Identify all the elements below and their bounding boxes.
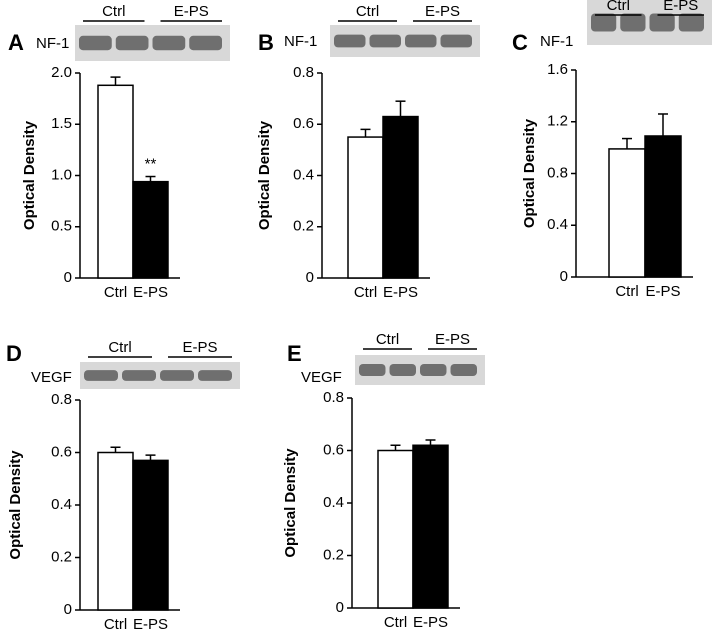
y-tick-label: 2.0 (51, 64, 72, 81)
x-tick-label: E-PS (413, 614, 448, 630)
bar (132, 459, 169, 611)
y-axis-label: Optical Density (256, 120, 273, 230)
panel-letter: A (8, 30, 24, 55)
blot-group: E-PS (182, 339, 217, 356)
blot-band (389, 364, 416, 376)
blot-label: NF-1 (36, 35, 69, 52)
blot-band (122, 370, 156, 381)
blot-band (620, 13, 646, 32)
bar (97, 451, 134, 611)
y-tick-label: 0 (560, 268, 568, 285)
y-tick-label: 0.6 (51, 443, 72, 460)
x-tick-label: E-PS (133, 616, 168, 630)
bar (608, 148, 646, 278)
blot-band (334, 34, 366, 48)
annotation: ** (145, 155, 157, 172)
bar (644, 135, 682, 278)
blot-label: NF-1 (540, 33, 573, 50)
blot-group: Ctrl (607, 0, 630, 14)
panel-letter: C (512, 30, 528, 55)
blot-band (440, 34, 472, 48)
y-tick-label: 1.2 (547, 113, 568, 130)
panel-letter: D (6, 341, 22, 366)
x-tick-label: Ctrl (104, 616, 127, 630)
blot-band (160, 370, 194, 381)
y-tick-label: 1.0 (51, 166, 72, 183)
blot-band (359, 364, 386, 376)
bar (97, 84, 134, 279)
blot-group: E-PS (425, 3, 460, 20)
y-tick-label: 0.5 (51, 218, 72, 235)
panel-letter: E (287, 341, 302, 366)
blot-group: Ctrl (102, 3, 125, 20)
y-tick-label: 0.8 (293, 64, 314, 81)
bar (377, 449, 414, 609)
y-tick-label: 0.4 (323, 494, 344, 511)
blot-band (405, 34, 437, 48)
x-tick-label: E-PS (383, 284, 418, 301)
y-tick-label: 0 (64, 269, 72, 286)
y-tick-label: 0.8 (323, 389, 344, 406)
blot-group: Ctrl (108, 339, 131, 356)
y-tick-label: 0.2 (323, 546, 344, 563)
y-axis-label: Optical Density (282, 448, 299, 558)
blot-band (649, 13, 675, 32)
blot-label: NF-1 (284, 33, 317, 50)
x-tick-label: Ctrl (615, 283, 638, 300)
y-tick-label: 0 (336, 599, 344, 616)
blot-label: VEGF (301, 369, 342, 386)
bar (132, 180, 169, 279)
blot-band (152, 35, 186, 51)
y-tick-label: 0.4 (547, 216, 568, 233)
y-tick-label: 0.8 (547, 164, 568, 181)
y-tick-label: 1.6 (547, 61, 568, 78)
y-tick-label: 0.4 (293, 166, 314, 183)
blot-band (420, 364, 447, 376)
bar (412, 444, 449, 609)
blot-band (115, 35, 149, 51)
blot-band (678, 13, 704, 32)
y-tick-label: 0.8 (51, 391, 72, 408)
blot-band (591, 13, 617, 32)
y-tick-label: 0.6 (323, 441, 344, 458)
blot-group: Ctrl (356, 3, 379, 20)
y-tick-label: 0.6 (293, 115, 314, 132)
y-tick-label: 0.4 (51, 496, 72, 513)
x-tick-label: Ctrl (384, 614, 407, 630)
blot-group: Ctrl (376, 331, 399, 348)
bar (347, 136, 384, 279)
blot-band (198, 370, 232, 381)
y-tick-label: 0 (306, 269, 314, 286)
y-axis-label: Optical Density (21, 120, 38, 230)
blot-band (369, 34, 401, 48)
blot-group: E-PS (174, 3, 209, 20)
panel-letter: B (258, 30, 274, 55)
y-axis-label: Optical Density (521, 118, 538, 228)
bar (382, 115, 419, 279)
blot-group: E-PS (435, 331, 470, 348)
x-tick-label: Ctrl (354, 284, 377, 301)
y-tick-label: 0.2 (293, 218, 314, 235)
blot-label: VEGF (31, 369, 72, 386)
blot-band (189, 35, 222, 51)
blot-band (79, 35, 112, 51)
y-tick-label: 0 (64, 601, 72, 618)
blot-group: E-PS (663, 0, 698, 14)
x-tick-label: E-PS (133, 284, 168, 301)
x-tick-label: E-PS (645, 283, 680, 300)
blot-band (450, 364, 477, 376)
y-axis-label: Optical Density (7, 450, 24, 560)
y-tick-label: 0.2 (51, 548, 72, 565)
y-tick-label: 1.5 (51, 115, 72, 132)
x-tick-label: Ctrl (104, 284, 127, 301)
blot-band (84, 370, 118, 381)
